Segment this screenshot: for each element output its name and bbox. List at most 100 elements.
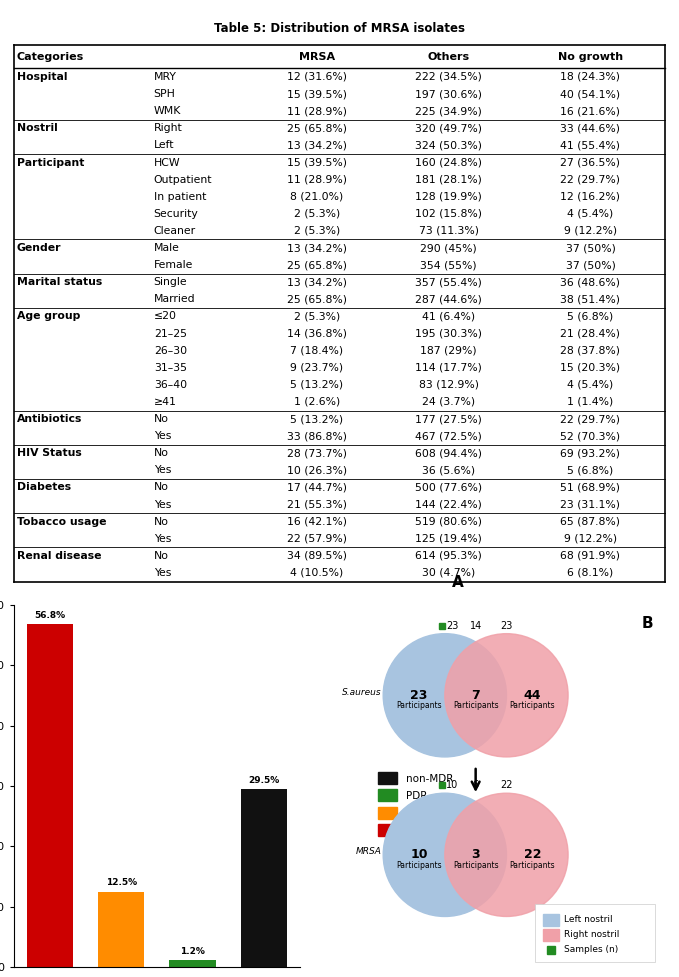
Text: 222 (34.5%): 222 (34.5%) bbox=[416, 72, 482, 82]
Text: 12 (31.6%): 12 (31.6%) bbox=[287, 72, 347, 82]
Text: B: B bbox=[642, 616, 653, 630]
Text: 114 (17.7%): 114 (17.7%) bbox=[416, 362, 482, 373]
Text: 181 (28.1%): 181 (28.1%) bbox=[416, 175, 482, 185]
Text: 68 (91.9%): 68 (91.9%) bbox=[560, 551, 621, 561]
Text: 52 (70.3%): 52 (70.3%) bbox=[560, 431, 621, 442]
Text: Outpatient: Outpatient bbox=[153, 175, 213, 185]
FancyBboxPatch shape bbox=[536, 904, 655, 961]
Text: 11 (28.9%): 11 (28.9%) bbox=[287, 106, 347, 116]
Text: Security: Security bbox=[153, 209, 198, 219]
Text: 6: 6 bbox=[473, 781, 479, 790]
Text: Male: Male bbox=[153, 243, 180, 253]
Text: Hospital: Hospital bbox=[17, 72, 67, 82]
Text: 102 (15.8%): 102 (15.8%) bbox=[415, 209, 482, 219]
Text: Left: Left bbox=[153, 141, 175, 150]
Text: 177 (27.5%): 177 (27.5%) bbox=[416, 414, 482, 424]
Text: 287 (44.6%): 287 (44.6%) bbox=[416, 294, 482, 304]
Text: Nostril: Nostril bbox=[17, 123, 58, 133]
Text: Married: Married bbox=[153, 294, 196, 304]
Legend: non-MDR, PDR, XDR, MDR: non-MDR, PDR, XDR, MDR bbox=[378, 772, 453, 836]
Text: 1 (1.4%): 1 (1.4%) bbox=[568, 397, 614, 407]
Text: 9 (12.2%): 9 (12.2%) bbox=[564, 533, 617, 544]
Text: Age group: Age group bbox=[17, 312, 80, 321]
Text: 14 (36.8%): 14 (36.8%) bbox=[287, 328, 347, 339]
Text: 13 (34.2%): 13 (34.2%) bbox=[287, 277, 347, 287]
Text: 15 (39.5%): 15 (39.5%) bbox=[287, 89, 347, 99]
Text: 5 (13.2%): 5 (13.2%) bbox=[290, 414, 344, 424]
Text: 1 (2.6%): 1 (2.6%) bbox=[293, 397, 340, 407]
Text: Yes: Yes bbox=[153, 499, 171, 510]
Text: 3: 3 bbox=[471, 848, 480, 862]
Text: 38 (51.4%): 38 (51.4%) bbox=[560, 294, 621, 304]
Text: 4 (10.5%): 4 (10.5%) bbox=[290, 568, 344, 578]
Text: Single: Single bbox=[153, 277, 187, 287]
Text: 5 (6.8%): 5 (6.8%) bbox=[568, 465, 614, 476]
Text: Samples (n): Samples (n) bbox=[564, 946, 619, 955]
Text: 5 (13.2%): 5 (13.2%) bbox=[290, 380, 344, 390]
Text: 51 (68.9%): 51 (68.9%) bbox=[560, 483, 621, 492]
Text: Renal disease: Renal disease bbox=[17, 551, 101, 561]
Text: 14: 14 bbox=[469, 620, 482, 631]
Text: 37 (50%): 37 (50%) bbox=[566, 243, 615, 253]
Text: Participants: Participants bbox=[509, 701, 555, 710]
Text: 33 (44.6%): 33 (44.6%) bbox=[560, 123, 621, 133]
Text: 6 (8.1%): 6 (8.1%) bbox=[568, 568, 614, 578]
Text: MRSA: MRSA bbox=[356, 847, 382, 856]
Text: 22 (29.7%): 22 (29.7%) bbox=[560, 175, 621, 185]
Text: 608 (94.4%): 608 (94.4%) bbox=[415, 448, 482, 458]
Text: 225 (34.9%): 225 (34.9%) bbox=[416, 106, 482, 116]
Text: Others: Others bbox=[428, 52, 470, 62]
Text: 9 (23.7%): 9 (23.7%) bbox=[290, 362, 344, 373]
Text: 357 (55.4%): 357 (55.4%) bbox=[416, 277, 482, 287]
Text: 10: 10 bbox=[410, 848, 428, 862]
Text: Yes: Yes bbox=[153, 568, 171, 578]
Text: No: No bbox=[153, 448, 168, 458]
Text: 27 (36.5%): 27 (36.5%) bbox=[560, 157, 621, 167]
Circle shape bbox=[383, 793, 507, 916]
Text: 44: 44 bbox=[524, 689, 541, 701]
Text: 34 (89.5%): 34 (89.5%) bbox=[287, 551, 347, 561]
Text: Participant: Participant bbox=[17, 157, 84, 167]
Text: 21–25: 21–25 bbox=[153, 328, 187, 339]
Text: 12 (16.2%): 12 (16.2%) bbox=[560, 191, 621, 201]
Text: 36–40: 36–40 bbox=[153, 380, 187, 390]
Text: 8 (21.0%): 8 (21.0%) bbox=[290, 191, 344, 201]
Text: MRY: MRY bbox=[153, 72, 177, 82]
Text: Yes: Yes bbox=[153, 533, 171, 544]
Text: 519 (80.6%): 519 (80.6%) bbox=[415, 517, 482, 527]
Text: 187 (29%): 187 (29%) bbox=[420, 346, 477, 356]
Bar bbox=[543, 913, 559, 925]
Text: 73 (11.3%): 73 (11.3%) bbox=[419, 226, 479, 235]
Text: Yes: Yes bbox=[153, 431, 171, 442]
Text: 23: 23 bbox=[410, 689, 428, 701]
Text: Antibiotics: Antibiotics bbox=[17, 414, 82, 424]
Text: 65 (87.8%): 65 (87.8%) bbox=[560, 517, 621, 527]
Text: SPH: SPH bbox=[153, 89, 176, 99]
Text: 21 (28.4%): 21 (28.4%) bbox=[560, 328, 621, 339]
Bar bbox=[26, 624, 73, 967]
Text: 33 (86.8%): 33 (86.8%) bbox=[287, 431, 347, 442]
Text: Tobacco usage: Tobacco usage bbox=[17, 517, 107, 527]
Text: 128 (19.9%): 128 (19.9%) bbox=[416, 191, 482, 201]
Text: 12.5%: 12.5% bbox=[106, 878, 137, 887]
Text: No: No bbox=[153, 551, 168, 561]
Text: 23 (31.1%): 23 (31.1%) bbox=[560, 499, 621, 510]
Text: HCW: HCW bbox=[153, 157, 181, 167]
Text: 69 (93.2%): 69 (93.2%) bbox=[560, 448, 621, 458]
Text: Left nostril: Left nostril bbox=[564, 915, 613, 924]
Text: No growth: No growth bbox=[558, 52, 623, 62]
Text: 37 (50%): 37 (50%) bbox=[566, 260, 615, 270]
Text: WMK: WMK bbox=[153, 106, 181, 116]
Text: HIV Status: HIV Status bbox=[17, 448, 81, 458]
Text: Diabetes: Diabetes bbox=[17, 483, 71, 492]
Text: 21 (55.3%): 21 (55.3%) bbox=[287, 499, 347, 510]
Text: No: No bbox=[153, 517, 168, 527]
Text: 36 (48.6%): 36 (48.6%) bbox=[560, 277, 621, 287]
Text: Participants: Participants bbox=[453, 861, 498, 870]
Text: 22: 22 bbox=[500, 781, 513, 790]
Text: 4 (5.4%): 4 (5.4%) bbox=[568, 209, 614, 219]
Text: No: No bbox=[153, 414, 168, 424]
Text: 36 (5.6%): 36 (5.6%) bbox=[422, 465, 475, 476]
Circle shape bbox=[445, 793, 568, 916]
Text: 30 (4.7%): 30 (4.7%) bbox=[422, 568, 475, 578]
